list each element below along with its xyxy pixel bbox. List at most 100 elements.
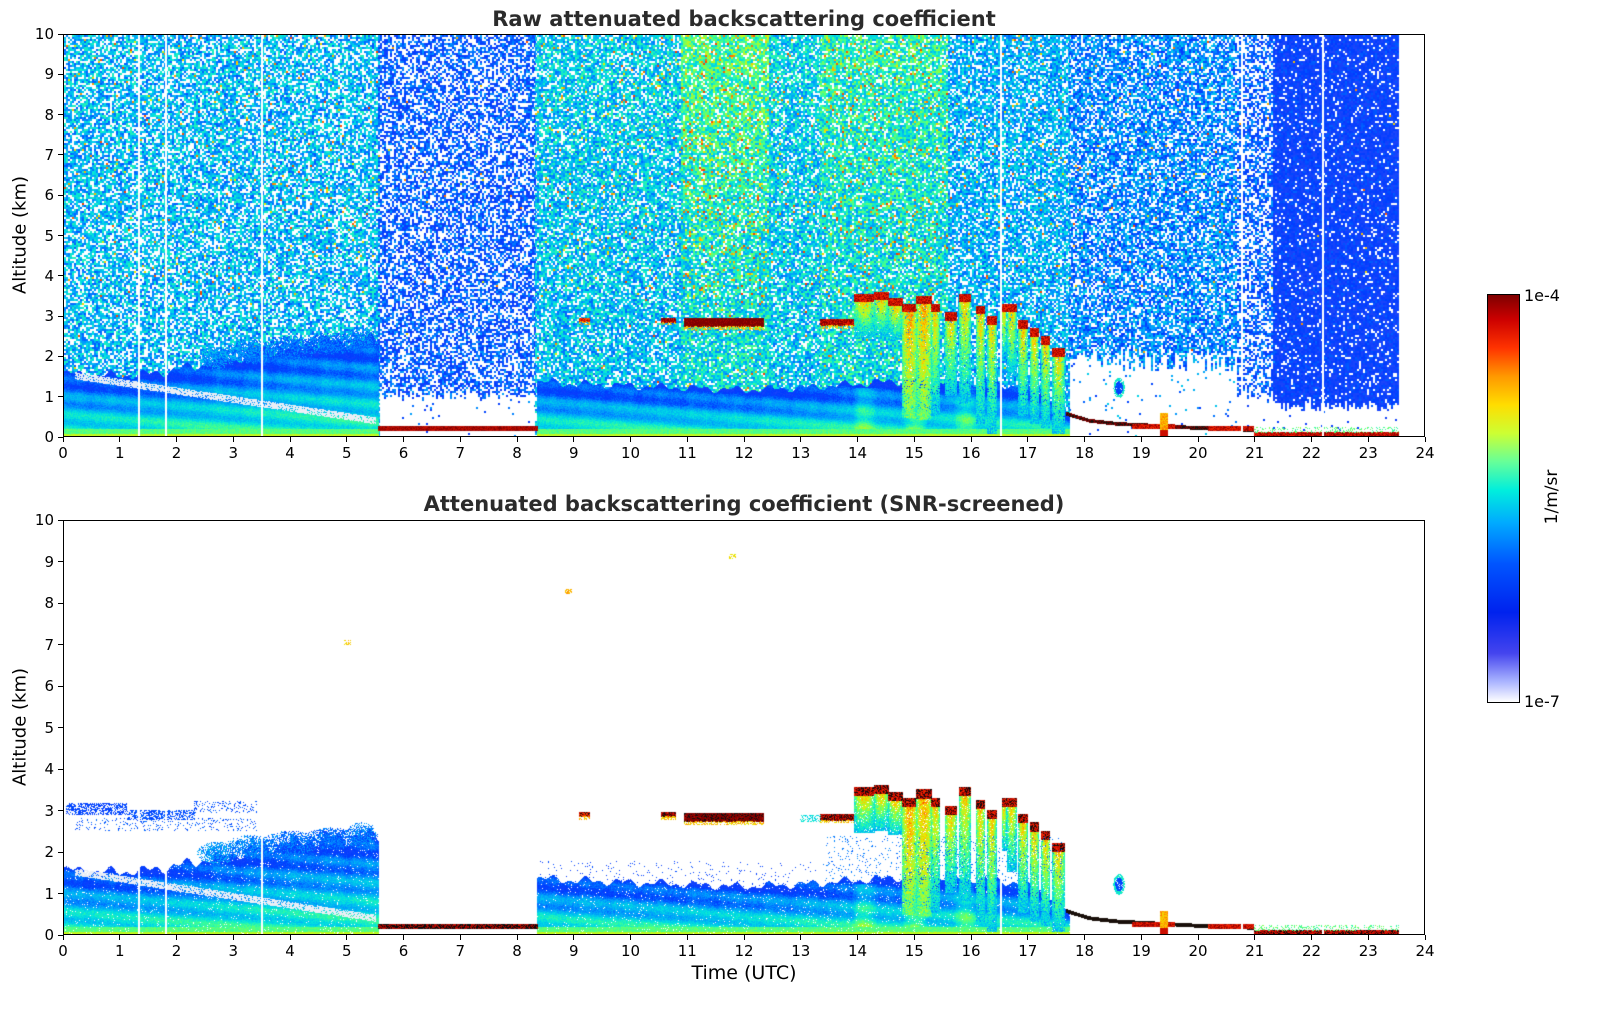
- y-tick-label: 6: [44, 186, 54, 205]
- y-tick-mark: [58, 685, 63, 687]
- x-tick-label: 14: [847, 942, 868, 960]
- x-tick-mark: [1254, 935, 1256, 940]
- x-tick-label: 2: [171, 444, 182, 462]
- x-tick-label: 3: [228, 942, 239, 960]
- x-tick-mark: [743, 935, 745, 940]
- x-tick-mark: [1311, 437, 1312, 442]
- x-tick-mark: [630, 437, 631, 442]
- y-tick-mark: [58, 934, 63, 936]
- x-tick-mark: [970, 935, 972, 940]
- y-tick-label: 2: [44, 347, 54, 366]
- y-tick-label: 5: [44, 718, 54, 737]
- y-tick-label: 4: [44, 266, 54, 285]
- x-tick-mark: [289, 437, 291, 442]
- x-tick-mark: [1254, 437, 1256, 442]
- x-tick-label: 1: [114, 444, 125, 462]
- y-tick-mark: [58, 644, 63, 645]
- x-tick-label: 11: [677, 444, 697, 462]
- y-tick-label: 2: [44, 843, 54, 861]
- colorbar: [1487, 294, 1520, 703]
- x-tick-mark: [459, 935, 461, 940]
- x-tick-label: 6: [398, 444, 409, 462]
- x-tick-label: 19: [1131, 444, 1151, 462]
- y-tick-label: 6: [44, 677, 54, 695]
- x-tick-label: 24: [1415, 942, 1435, 960]
- y-tick-mark: [58, 396, 63, 398]
- x-tick-label: 0: [58, 942, 68, 960]
- x-tick-label: 12: [734, 444, 754, 462]
- x-tick-mark: [289, 935, 291, 940]
- x-tick-mark: [516, 935, 518, 940]
- y-tick-mark: [58, 235, 63, 236]
- x-tick-mark: [1367, 437, 1369, 442]
- x-tick-label: 22: [1301, 444, 1322, 462]
- y-tick-label: 10: [34, 25, 54, 43]
- x-tick-mark: [857, 437, 858, 442]
- x-tick-mark: [1084, 935, 1085, 940]
- x-tick-mark: [1197, 437, 1199, 442]
- x-tick-mark: [970, 437, 972, 442]
- x-tick-label: 13: [791, 444, 811, 462]
- x-tick-label: 1: [114, 942, 125, 960]
- y-tick-label: 1: [44, 387, 54, 406]
- x-tick-label: 15: [904, 942, 924, 960]
- x-tick-label: 6: [398, 942, 409, 960]
- x-tick-mark: [176, 935, 177, 940]
- raw-heatmap-canvas: [64, 35, 1424, 436]
- x-tick-label: 7: [455, 444, 466, 462]
- x-tick-label: 17: [1018, 444, 1038, 462]
- x-tick-mark: [1140, 437, 1142, 442]
- y-tick-label: 8: [44, 594, 54, 612]
- x-tick-label: 10: [620, 444, 641, 462]
- y-tick-mark: [58, 355, 63, 357]
- y-tick-label: 8: [44, 105, 54, 124]
- x-tick-mark: [573, 437, 575, 442]
- x-tick-mark: [1027, 935, 1029, 940]
- y-tick-label: 5: [44, 226, 54, 245]
- y-tick-mark: [58, 315, 63, 317]
- y-tick-label: 3: [44, 801, 54, 820]
- x-tick-mark: [743, 437, 745, 442]
- x-tick-label: 8: [512, 942, 522, 960]
- y-tick-label: 3: [44, 307, 54, 326]
- x-tick-label: 9: [568, 444, 579, 462]
- x-tick-mark: [232, 935, 234, 940]
- x-tick-label: 18: [1074, 444, 1095, 462]
- x-tick-label: 0: [58, 444, 68, 462]
- x-tick-label: 19: [1131, 942, 1151, 960]
- x-tick-label: 11: [677, 942, 697, 960]
- y-tick-label: 9: [44, 552, 54, 571]
- x-tick-mark: [232, 437, 234, 442]
- y-tick-label: 10: [34, 511, 54, 529]
- x-tick-label: 7: [455, 942, 466, 960]
- x-tick-label: 4: [285, 942, 295, 960]
- x-tick-label: 20: [1188, 444, 1208, 462]
- x-tick-label: 10: [620, 942, 641, 960]
- y-tick-mark: [58, 893, 63, 894]
- x-tick-mark: [1084, 437, 1085, 442]
- x-tick-label: 23: [1358, 942, 1378, 960]
- x-tick-mark: [403, 437, 404, 442]
- screened-panel-plot: [63, 520, 1425, 935]
- x-tick-label: 21: [1245, 444, 1265, 462]
- x-tick-label: 13: [791, 942, 811, 960]
- x-tick-mark: [346, 437, 348, 442]
- x-tick-mark: [1197, 935, 1199, 940]
- y-tick-label: 9: [44, 65, 54, 84]
- y-tick-mark: [58, 768, 63, 770]
- x-tick-label: 5: [341, 942, 352, 960]
- y-tick-mark: [58, 154, 63, 156]
- colorbar-min-label: 1e-7: [1524, 692, 1560, 711]
- x-tick-label: 23: [1358, 444, 1378, 462]
- x-tick-mark: [1424, 935, 1426, 940]
- x-tick-label: 9: [568, 942, 579, 960]
- x-tick-mark: [800, 437, 802, 442]
- x-tick-label: 14: [847, 444, 868, 462]
- screened-heatmap-canvas: [64, 521, 1424, 934]
- colorbar-unit-label: 1/m/sr: [1542, 469, 1562, 525]
- x-tick-mark: [1140, 935, 1142, 940]
- x-tick-mark: [1027, 437, 1029, 442]
- x-tick-mark: [119, 935, 121, 940]
- x-tick-label: 20: [1188, 942, 1208, 960]
